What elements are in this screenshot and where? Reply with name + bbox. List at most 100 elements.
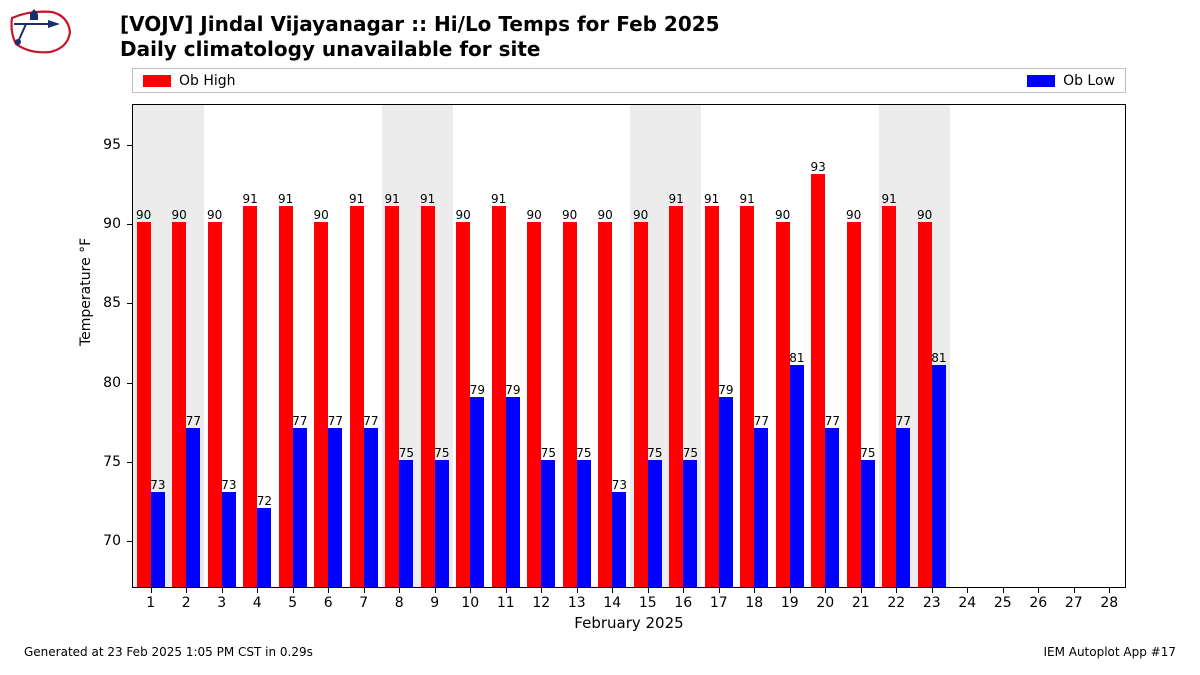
low-bar	[896, 428, 910, 587]
xtick-label: 10	[461, 595, 479, 611]
high-bar	[811, 174, 825, 587]
high-bar-label: 90	[136, 208, 151, 222]
xtick-label: 2	[182, 595, 191, 611]
xtick-label: 15	[639, 595, 657, 611]
high-bar	[740, 206, 754, 587]
ytick	[127, 303, 133, 304]
ytick	[127, 541, 133, 542]
high-bar-label: 91	[385, 192, 400, 206]
high-bar-label: 90	[456, 208, 471, 222]
high-bar	[669, 206, 683, 587]
high-bar-label: 90	[633, 208, 648, 222]
low-bar-label: 77	[328, 414, 343, 428]
xtick-label: 24	[958, 595, 976, 611]
low-bar-label: 79	[718, 383, 733, 397]
xtick	[648, 587, 649, 593]
xtick-label: 28	[1100, 595, 1118, 611]
xtick	[683, 587, 684, 593]
xtick-label: 11	[497, 595, 515, 611]
low-bar	[719, 397, 733, 587]
low-bar-label: 81	[931, 351, 946, 365]
high-bar-label: 91	[740, 192, 755, 206]
low-bar-label: 77	[363, 414, 378, 428]
low-bar	[541, 460, 555, 587]
xtick-label: 5	[288, 595, 297, 611]
xtick-label: 1	[146, 595, 155, 611]
high-bar-label: 90	[314, 208, 329, 222]
high-bar-label: 93	[811, 160, 826, 174]
high-bar-label: 90	[562, 208, 577, 222]
xtick-label: 7	[359, 595, 368, 611]
high-bar	[598, 222, 612, 587]
xtick	[825, 587, 826, 593]
high-bar	[527, 222, 541, 587]
xtick	[967, 587, 968, 593]
legend-low-swatch	[1027, 75, 1055, 87]
xtick-label: 21	[852, 595, 870, 611]
high-bar	[243, 206, 257, 587]
plot-area: 7075808590951234567891011121314151617181…	[132, 104, 1126, 588]
high-bar	[172, 222, 186, 587]
xtick	[577, 587, 578, 593]
low-bar	[293, 428, 307, 587]
xtick	[257, 587, 258, 593]
high-bar-label: 91	[882, 192, 897, 206]
high-bar	[776, 222, 790, 587]
y-axis-label: Temperature °F	[78, 238, 94, 346]
xtick-label: 18	[745, 595, 763, 611]
low-bar	[683, 460, 697, 587]
high-bar	[137, 222, 151, 587]
xtick-label: 25	[994, 595, 1012, 611]
xtick	[328, 587, 329, 593]
xtick-label: 9	[430, 595, 439, 611]
low-bar-label: 73	[221, 478, 236, 492]
low-bar-label: 73	[150, 478, 165, 492]
high-bar	[385, 206, 399, 587]
xtick	[293, 587, 294, 593]
xtick-label: 27	[1065, 595, 1083, 611]
xtick-label: 17	[710, 595, 728, 611]
low-bar	[825, 428, 839, 587]
low-bar-label: 73	[612, 478, 627, 492]
low-bar	[861, 460, 875, 587]
xtick-label: 4	[253, 595, 262, 611]
high-bar-label: 90	[775, 208, 790, 222]
low-bar-label: 75	[399, 446, 414, 460]
low-bar-label: 75	[860, 446, 875, 460]
footer-generated: Generated at 23 Feb 2025 1:05 PM CST in …	[24, 645, 313, 659]
high-bar-label: 91	[243, 192, 258, 206]
xtick	[932, 587, 933, 593]
ytick-label: 80	[91, 375, 121, 391]
low-bar-label: 77	[754, 414, 769, 428]
low-bar	[186, 428, 200, 587]
xtick-label: 16	[674, 595, 692, 611]
low-bar-label: 81	[789, 351, 804, 365]
low-bar	[399, 460, 413, 587]
legend-high-label: Ob High	[179, 73, 236, 89]
ytick-label: 75	[91, 454, 121, 470]
low-bar	[470, 397, 484, 587]
ytick-label: 95	[91, 137, 121, 153]
xtick-label: 26	[1029, 595, 1047, 611]
high-bar	[350, 206, 364, 587]
high-bar	[421, 206, 435, 587]
xtick	[754, 587, 755, 593]
low-bar	[151, 492, 165, 587]
high-bar-label: 90	[172, 208, 187, 222]
title-line1: [VOJV] Jindal Vijayanagar :: Hi/Lo Temps…	[120, 12, 720, 37]
high-bar-label: 91	[491, 192, 506, 206]
title-line2: Daily climatology unavailable for site	[120, 37, 720, 62]
high-bar	[563, 222, 577, 587]
xtick	[541, 587, 542, 593]
high-bar	[634, 222, 648, 587]
xtick-label: 13	[568, 595, 586, 611]
legend-high-swatch	[143, 75, 171, 87]
low-bar	[648, 460, 662, 587]
high-bar-label: 91	[420, 192, 435, 206]
low-bar	[790, 365, 804, 587]
xtick-label: 22	[887, 595, 905, 611]
xtick	[399, 587, 400, 593]
xtick	[1003, 587, 1004, 593]
low-bar-label: 77	[825, 414, 840, 428]
low-bar	[328, 428, 342, 587]
